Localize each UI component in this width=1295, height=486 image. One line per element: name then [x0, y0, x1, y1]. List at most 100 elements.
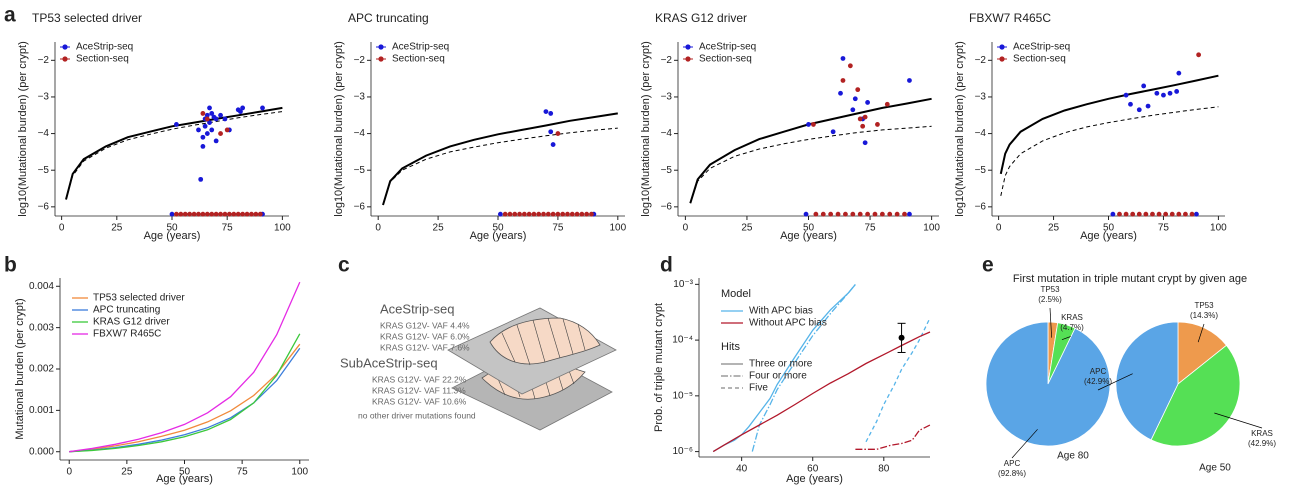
legend-label: KRAS G12 driver: [93, 317, 170, 328]
point: [879, 211, 885, 217]
point: [1183, 211, 1188, 217]
point: [169, 211, 175, 217]
point: [1154, 90, 1160, 96]
legend-label: TP53 selected driver: [93, 293, 185, 304]
leader-line: [1097, 373, 1133, 391]
point: [862, 140, 868, 146]
point: [555, 131, 561, 136]
diagram-upper-line: KRAS G12V- VAF 4.4%: [380, 320, 470, 330]
point: [1123, 92, 1129, 98]
point: [526, 211, 532, 217]
point: [182, 211, 188, 217]
legend-label: Three or more: [749, 359, 813, 370]
point: [191, 211, 197, 217]
point: [1189, 211, 1195, 217]
series-line: [865, 317, 931, 443]
x-tick-label: 75: [222, 223, 234, 234]
x-tick-label: 0: [66, 467, 72, 478]
legend-label: AceStrip-seq: [392, 42, 449, 53]
slice-value-label: (42.9%): [1248, 439, 1276, 448]
point: [257, 211, 263, 217]
point: [200, 144, 206, 149]
point: [1110, 211, 1116, 217]
legend-label: AceStrip-seq: [76, 42, 133, 53]
y-tick-label: 0.002: [29, 364, 54, 375]
point: [838, 90, 843, 96]
legend-label: AceStrip-seq: [699, 42, 756, 53]
leader-line: [1214, 412, 1263, 429]
x-axis-label: Age (years): [156, 473, 213, 485]
y-tick-label: −2: [38, 55, 50, 66]
point: [811, 122, 816, 127]
x-tick-label: 0: [996, 223, 1002, 234]
point: [584, 211, 590, 217]
point: [253, 211, 259, 217]
slice-label: APC: [1090, 367, 1107, 376]
point: [902, 211, 907, 217]
point: [196, 127, 201, 133]
x-tick-label: 25: [433, 223, 445, 234]
point: [213, 138, 219, 144]
point: [875, 122, 880, 127]
legend-label: Section-seq: [392, 54, 445, 65]
x-tick-label: 50: [1103, 223, 1115, 234]
y-tick-label: −3: [354, 92, 366, 103]
point: [209, 111, 215, 116]
point: [218, 211, 223, 217]
diagram-lower-line: KRAS G12V- VAF 22.2%: [372, 374, 467, 384]
point: [196, 211, 201, 217]
point: [806, 122, 811, 127]
point: [1136, 107, 1142, 113]
legend-label: Four or more: [749, 371, 807, 382]
y-tick-label: −4: [38, 128, 50, 139]
point: [820, 211, 826, 217]
y-axis-label: log10(Mutational burden) (per crypt): [954, 41, 966, 216]
model-line: [999, 74, 1219, 175]
legend-label: Without APC bias: [749, 318, 827, 329]
model-line: [1000, 106, 1219, 197]
pie-slice: [1115, 321, 1179, 441]
series-line: [69, 347, 301, 453]
pie-slice: [985, 321, 1111, 447]
point: [209, 211, 215, 217]
panel-label: b: [4, 254, 17, 277]
y-axis-label: Mutational burden (per crypt): [14, 298, 26, 439]
series-line: [751, 283, 856, 452]
x-tick-label: 25: [1048, 223, 1060, 234]
series-line: [712, 283, 856, 453]
point: [569, 211, 575, 217]
point: [828, 211, 834, 217]
y-tick-label: −2: [975, 55, 987, 66]
point: [249, 211, 254, 217]
point: [235, 211, 241, 217]
y-axis-label: log10(Mutational burden) (per crypt): [17, 41, 29, 216]
chart-title: KRAS G12 driver: [655, 11, 747, 25]
legend-label: AceStrip-seq: [1013, 42, 1070, 53]
legend-title: Model: [721, 288, 751, 300]
diagram-lower-title: SubAceStrip-seq: [340, 355, 438, 370]
x-axis-label: Age (years): [1080, 230, 1137, 242]
x-axis-label: Age (years): [144, 230, 201, 242]
point: [574, 211, 580, 217]
point: [1143, 211, 1149, 217]
point: [852, 96, 858, 102]
y-tick-label: −4: [354, 128, 366, 139]
point: [207, 105, 212, 111]
y-tick-label: 10⁻³: [673, 279, 693, 290]
model-line: [382, 112, 618, 206]
x-tick-label: 40: [736, 464, 748, 475]
point: [202, 123, 208, 129]
y-tick-label: −6: [975, 201, 987, 212]
y-tick-label: −6: [38, 201, 50, 212]
point: [200, 211, 206, 217]
x-tick-label: 60: [807, 464, 819, 475]
point: [260, 105, 265, 111]
y-tick-label: −5: [354, 165, 366, 176]
legend-label: With APC bias: [749, 306, 813, 317]
chart-title: TP53 selected driver: [32, 11, 142, 25]
point: [204, 131, 210, 136]
y-tick-label: −2: [661, 55, 673, 66]
slice-value-label: (4.7%): [1060, 323, 1084, 332]
point: [865, 100, 870, 105]
